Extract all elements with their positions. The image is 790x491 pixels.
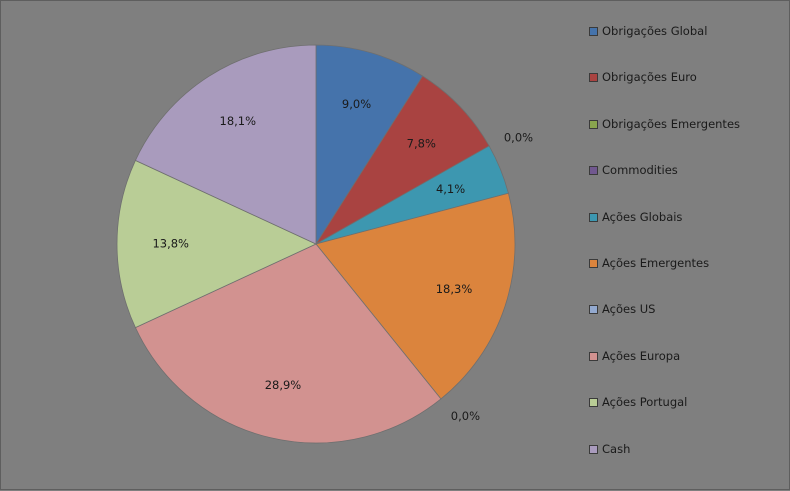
legend-item-obrigacoes-global: Obrigações Global bbox=[589, 24, 784, 70]
legend-swatch bbox=[589, 258, 598, 268]
data-label-acoes-portugal: 13,8% bbox=[152, 237, 189, 251]
legend-item-cash: Cash bbox=[589, 442, 784, 488]
data-label-obrigacoes-global: 9,0% bbox=[342, 97, 371, 111]
data-label-acoes-globais: 4,1% bbox=[436, 182, 465, 196]
pie-slice-cash bbox=[134, 44, 317, 245]
legend-item-obrigacoes-euro: Obrigações Euro bbox=[589, 70, 784, 116]
data-label-cash: 18,1% bbox=[220, 114, 257, 128]
legend-item-acoes-emergentes: Ações Emergentes bbox=[589, 256, 784, 302]
legend-label: Ações Europa bbox=[602, 348, 681, 363]
legend-swatch bbox=[589, 166, 598, 176]
legend-label: Ações Globais bbox=[602, 209, 683, 224]
legend-label: Ações Portugal bbox=[602, 395, 688, 410]
legend-swatch bbox=[589, 212, 598, 222]
legend-item-acoes-portugal: Ações Portugal bbox=[589, 395, 784, 441]
legend-swatch bbox=[589, 351, 598, 361]
pie-slice-acoes-emergentes bbox=[315, 192, 516, 400]
legend-swatch bbox=[589, 73, 598, 83]
legend-swatch bbox=[589, 27, 598, 36]
pie-slice-acoes-portugal bbox=[116, 159, 317, 329]
data-label-acoes-us: 0,0% bbox=[451, 409, 480, 423]
legend-label: Cash bbox=[602, 441, 631, 456]
legend-item-obrigacoes-emergentes: Obrigações Emergentes bbox=[589, 117, 784, 163]
data-label-acoes-emergentes: 18,3% bbox=[436, 282, 473, 296]
legend-label: Ações Emergentes bbox=[602, 255, 710, 270]
data-label-obrigacoes-euro: 7,8% bbox=[407, 136, 436, 150]
legend-label: Commodities bbox=[602, 163, 678, 178]
pie-slice-obrigacoes-global bbox=[315, 44, 424, 246]
legend-label: Obrigações Emergentes bbox=[602, 116, 741, 131]
legend-label: Ações US bbox=[602, 302, 656, 317]
legend-swatch bbox=[589, 305, 598, 315]
legend-swatch bbox=[589, 119, 598, 129]
pie-slice-obrigacoes-euro bbox=[315, 75, 490, 245]
legend-item-acoes-globais: Ações Globais bbox=[589, 210, 784, 256]
legend-item-acoes-us: Ações US bbox=[589, 302, 784, 348]
pie-slice-acoes-europa bbox=[134, 243, 442, 444]
legend-swatch bbox=[589, 398, 598, 408]
legend: Obrigações Global Obrigações Euro Obrigaçõ… bbox=[589, 24, 784, 488]
legend-item-commodities: Commodities bbox=[589, 163, 784, 209]
legend-swatch bbox=[589, 444, 598, 454]
data-label-acoes-europa: 28,9% bbox=[265, 378, 302, 392]
legend-label: Obrigações Euro bbox=[602, 70, 697, 85]
legend-label: Obrigações Global bbox=[602, 24, 708, 38]
legend-item-acoes-europa: Ações Europa bbox=[589, 349, 784, 395]
data-label-obrigacoes-emergentes: 0,0% bbox=[504, 131, 533, 145]
